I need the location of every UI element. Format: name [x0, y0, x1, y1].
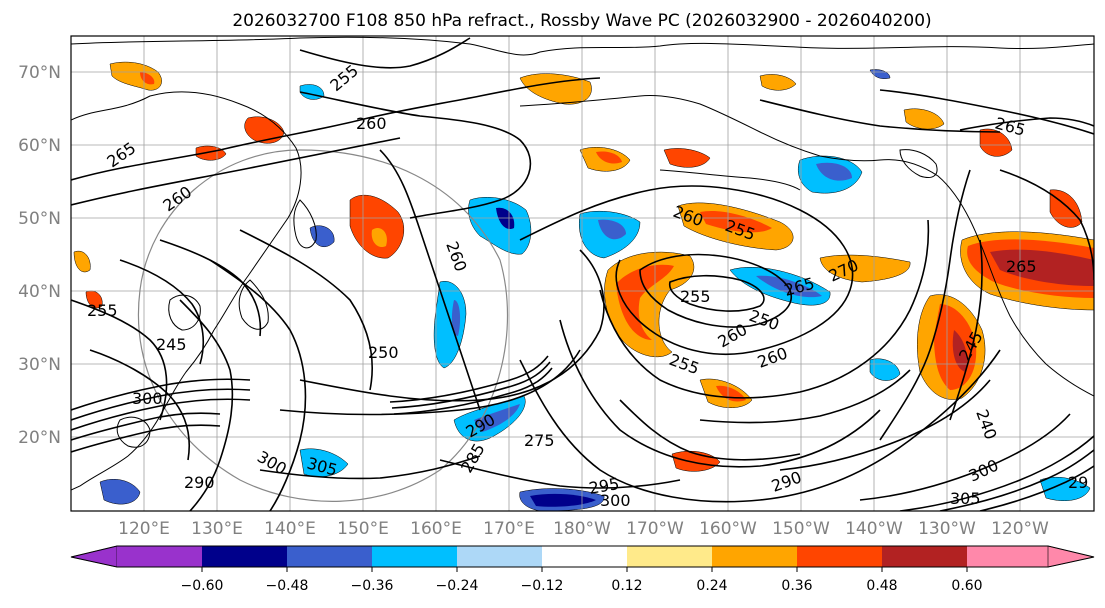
lon-label: 140°E [264, 519, 316, 539]
shade-patch [474, 404, 520, 432]
shade-patch [598, 219, 626, 240]
latitude-labels: 70°N 60°N 50°N 40°N 30°N 20°N [18, 63, 61, 448]
shade-patch [759, 74, 797, 91]
map-background [71, 36, 1094, 511]
colorbar-tick-label: −0.36 [351, 578, 394, 594]
shade-patch [530, 493, 596, 507]
contour-label: 250 [368, 343, 399, 362]
colorbar-outline [70, 545, 1095, 568]
shade-patch [1039, 477, 1091, 501]
shade-patch [519, 73, 592, 105]
contour-label: 265 [1006, 257, 1037, 276]
shade-patch [952, 330, 968, 372]
shade-patch [451, 300, 461, 336]
lon-label: 170°W [626, 519, 684, 539]
colorbar-segment [712, 546, 797, 567]
lon-label: 170°E [483, 519, 535, 539]
contour-label: 290 [184, 473, 215, 492]
colorbar-ticks [201, 567, 968, 572]
contour-label: 29 [1068, 473, 1088, 492]
shade-patch [979, 128, 1013, 157]
lon-label: 160°W [699, 519, 757, 539]
colorbar-tick-label: −0.60 [181, 578, 224, 594]
shade-patch [616, 264, 674, 340]
lat-label: 60°N [18, 136, 61, 156]
colorbar-segment [117, 546, 202, 567]
lon-label: 130°E [191, 519, 243, 539]
shade-patch [816, 162, 852, 181]
contour-label: 300 [600, 491, 631, 510]
colorbar-tick-label: 0.36 [781, 578, 812, 594]
colorbar-segment [287, 546, 372, 567]
colorbar-segment [70, 545, 118, 568]
shade-patch [371, 227, 387, 248]
figure-title: 2026032700 F108 850 hPa refract., Rossby… [232, 11, 931, 31]
colorbar-tick-label: −0.12 [521, 578, 564, 594]
colorbar-segment [882, 546, 967, 567]
colorbar-segment [202, 546, 287, 567]
colorbar-segment [372, 546, 457, 567]
contour-label: 275 [524, 431, 555, 450]
colorbar-segment [1047, 545, 1095, 568]
shade-patch [700, 210, 772, 233]
lon-label: 180°W [553, 519, 611, 539]
colorbar-segment [797, 546, 882, 567]
lon-label: 120°E [118, 519, 170, 539]
colorbar-tick-label: 0.60 [951, 578, 982, 594]
contour-label: 300 [132, 389, 163, 408]
lon-label: 140°W [845, 519, 903, 539]
shade-patch [990, 249, 1094, 286]
reference-circle [137, 149, 509, 502]
colorbar-segment [967, 546, 1048, 567]
lat-label: 70°N [18, 63, 61, 83]
contours [71, 37, 1094, 511]
lon-label: 120°W [991, 519, 1049, 539]
colorbar-segment [627, 546, 712, 567]
shade-patch [85, 290, 103, 309]
contour-label: 255 [680, 287, 711, 306]
colorbar-tick-label: 0.48 [866, 578, 897, 594]
map-panel: 255 260 265 260 265 260 260 255 255 265 … [70, 35, 1095, 512]
colorbar-segment [542, 546, 627, 567]
shade-patch [903, 108, 945, 130]
contour-label: 255 [87, 301, 118, 320]
colorbar-tick-labels: −0.60 −0.48 −0.36 −0.24 −0.12 0.12 0.24 … [181, 578, 983, 594]
map-border [70, 35, 1095, 512]
lat-label: 40°N [18, 282, 61, 302]
colorbar-tick-label: −0.24 [436, 578, 479, 594]
shaded-anomalies [73, 61, 1094, 511]
colorbar-tick-label: 0.24 [696, 578, 727, 594]
shade-patch [73, 250, 91, 273]
lon-label: 130°W [918, 519, 976, 539]
longitude-labels: 120°E 130°E 140°E 150°E 160°E 170°E 180°… [118, 519, 1049, 539]
shade-patch [663, 148, 711, 168]
shade-patch [140, 72, 155, 85]
lon-label: 150°W [772, 519, 830, 539]
lon-label: 160°E [410, 519, 462, 539]
contour-label: 305 [950, 489, 981, 508]
shade-patch [349, 194, 405, 259]
shade-patch [819, 254, 911, 283]
lon-label: 150°E [337, 519, 389, 539]
shade-patch [99, 479, 141, 505]
contour-label: 245 [156, 335, 187, 354]
shade-patch [468, 197, 532, 255]
lat-label: 30°N [18, 355, 61, 375]
colorbar: −0.60 −0.48 −0.36 −0.24 −0.12 0.12 0.24 … [70, 545, 1095, 594]
shade-patch [756, 275, 822, 298]
lat-label: 20°N [18, 428, 61, 448]
contour-label: 260 [356, 114, 387, 133]
colorbar-segment [457, 546, 542, 567]
colorbar-tick-label: 0.12 [611, 578, 642, 594]
lat-label: 50°N [18, 209, 61, 229]
colorbar-tick-label: −0.48 [266, 578, 309, 594]
shade-patch [596, 151, 622, 164]
